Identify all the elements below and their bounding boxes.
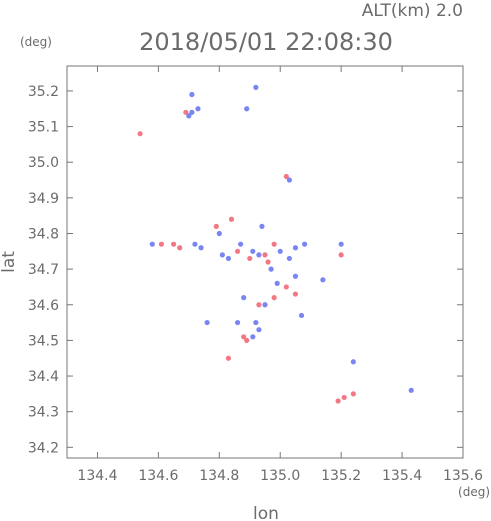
x-tick-label: 135.2 [321, 468, 361, 484]
echo-point-blue [250, 334, 256, 340]
echo-point-blue [198, 245, 204, 251]
echo-point-red [265, 259, 271, 265]
echo-point-blue [253, 84, 259, 90]
echo-point-blue [256, 327, 262, 333]
echo-point-red [137, 131, 143, 137]
echo-point-blue [216, 230, 222, 237]
echo-point-blue [204, 319, 210, 326]
echo-point-red [177, 245, 183, 251]
echo-point-red [338, 252, 344, 258]
echo-point-red [171, 241, 177, 247]
echo-point-blue [192, 241, 198, 247]
echo-point-blue [292, 245, 299, 251]
y-tick-label: 34.7 [28, 262, 59, 278]
echo-point-blue [408, 387, 414, 393]
echo-point-red [262, 252, 268, 258]
echo-point-blue [298, 312, 305, 319]
y-tick-label: 34.4 [28, 369, 59, 385]
echo-point-red [158, 241, 165, 247]
echo-point-blue [149, 241, 155, 247]
echo-point-blue [259, 223, 265, 229]
echo-point-blue [268, 266, 274, 272]
echo-point-red [213, 223, 219, 229]
echo-point-blue [262, 302, 268, 308]
echo-point-blue [244, 106, 250, 112]
echo-point-red [256, 302, 262, 308]
x-unit-label: (deg) [458, 485, 490, 499]
echo-point-red [283, 284, 289, 290]
echo-point-blue [286, 177, 292, 183]
echo-point-red [234, 248, 241, 254]
echo-point-blue [253, 319, 259, 326]
x-tick-label: 135.4 [382, 468, 422, 484]
echo-point-blue [338, 241, 344, 247]
echo-point-blue [302, 241, 308, 247]
echo-point-blue [241, 295, 247, 301]
echo-point-red [292, 291, 299, 297]
echo-point-red [283, 173, 289, 180]
echo-point-blue [292, 273, 299, 279]
altitude-label: ALT(km) 2.0 [362, 1, 463, 21]
echo-point-red [271, 295, 277, 301]
y-tick-label: 35.1 [28, 120, 59, 136]
y-tick-label: 35.2 [28, 84, 59, 100]
echo-point-blue [186, 113, 192, 119]
x-axis-title: lon [253, 504, 279, 521]
echo-point-blue [189, 91, 195, 98]
echo-point-blue [274, 280, 280, 286]
echo-point-red [271, 241, 277, 247]
echo-point-blue [250, 248, 256, 254]
y-tick-label: 34.6 [28, 298, 59, 314]
x-tick-label: 135.6 [443, 468, 483, 484]
timestamp-title: 2018/05/01 22:08:30 [139, 28, 393, 56]
echo-point-blue [350, 359, 356, 365]
echo-point-red [183, 109, 189, 115]
y-tick-label: 34.3 [28, 405, 59, 421]
echo-point-blue [195, 106, 201, 112]
echo-point-blue [277, 248, 283, 254]
echo-point-blue [225, 255, 232, 262]
echo-point-blue [320, 277, 326, 283]
echo-point-blue [286, 255, 292, 262]
echo-point-red [350, 391, 356, 397]
echo-point-red [335, 398, 341, 404]
x-tick-label: 134.6 [138, 468, 178, 484]
y-tick-label: 34.2 [28, 440, 59, 456]
x-tick-label: 134.8 [199, 468, 239, 484]
y-tick-label: 34.8 [28, 226, 59, 242]
echo-point-blue [189, 109, 195, 115]
echo-points [137, 84, 414, 404]
echo-point-blue [219, 252, 225, 258]
echo-point-red [225, 355, 232, 361]
echo-point-red [244, 337, 250, 343]
y-unit-label: (deg) [20, 35, 52, 49]
echo-point-red [241, 334, 247, 340]
plot-frame [66, 65, 464, 459]
echo-point-blue [238, 241, 244, 247]
echo-point-red [341, 394, 347, 401]
y-tick-label: 35.0 [28, 155, 59, 171]
axis-ticks: 134.4 134.6 134.8 135.0 135.2 135.4 135.6 34.2 3… [28, 66, 483, 484]
echo-point-red [247, 255, 253, 262]
echo-point-red [228, 216, 235, 222]
y-tick-label: 34.9 [28, 191, 59, 207]
x-tick-label: 134.4 [77, 468, 117, 484]
y-axis-title: lat [0, 251, 19, 273]
y-tick-label: 34.5 [28, 333, 59, 349]
echo-point-blue [234, 319, 241, 326]
x-tick-label: 135.0 [260, 468, 300, 484]
echo-point-blue [256, 252, 262, 258]
